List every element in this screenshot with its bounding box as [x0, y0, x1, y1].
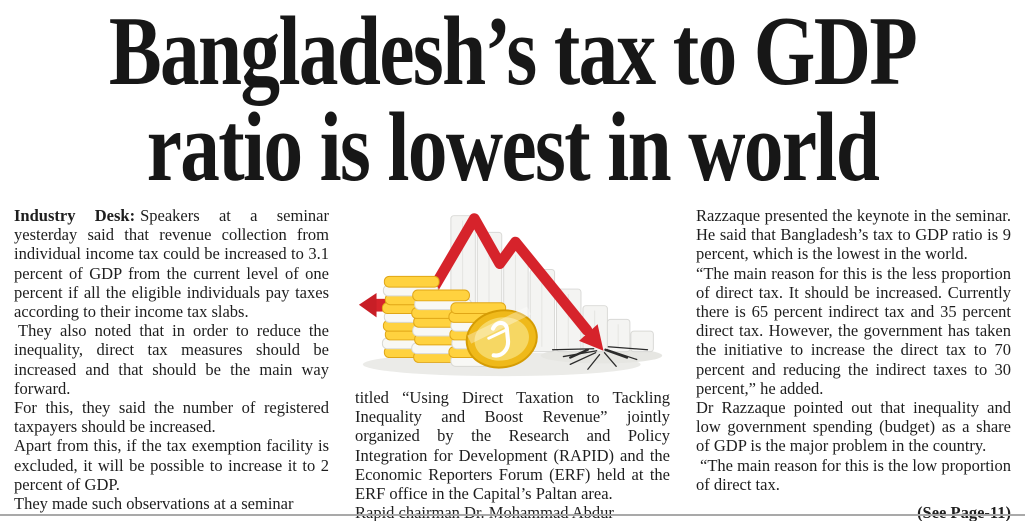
paragraph: Industry Desk: Speakers at a seminar yest…: [14, 206, 329, 321]
headline-line-2: ratio is lowest in world: [146, 93, 880, 202]
paragraph: “The main reason for this is the less pr…: [696, 263, 1011, 398]
paragraph: Razzaque presented the keynote in the se…: [696, 206, 1011, 264]
column-left: Industry Desk: Speakers at a seminar yest…: [14, 206, 329, 521]
paragraph-text: Speakers at a seminar yesterday said tha…: [14, 206, 329, 322]
taka-symbol: [487, 320, 511, 358]
article-body: Industry Desk: Speakers at a seminar yest…: [0, 196, 1025, 521]
column-right: Razzaque presented the keynote in the se…: [696, 206, 1011, 521]
tax-decline-illustration-svg: [358, 213, 663, 377]
paragraph: They made such observations at a seminar: [14, 494, 294, 514]
headline-line-1: Bangladesh’s tax to GDP: [108, 0, 918, 106]
red-decline-arrow-icon: [425, 213, 604, 351]
column-middle: titled “Using Direct Taxation to Tacklin…: [355, 206, 670, 521]
cracked-ground-icon: [551, 346, 649, 370]
paragraph: They also noted that in order to reduce …: [14, 321, 329, 398]
paragraph: Apart from this, if the tax exemption fa…: [14, 436, 329, 494]
paragraph: Dr Razzaque pointed out that inequality …: [696, 398, 1011, 456]
paragraph: Rapid chairman Dr. Mohammad Abdur: [355, 503, 614, 521]
byline-desk: Industry Desk:: [14, 206, 136, 225]
tax-decline-illustration: [355, 202, 670, 384]
see-page-reference: (See Page-11): [911, 503, 1011, 521]
paragraph: For this, they said the number of regist…: [14, 398, 329, 437]
bottom-divider: [0, 514, 1025, 516]
paragraph: titled “Using Direct Taxation to Tacklin…: [355, 387, 670, 503]
headline: Bangladesh’s tax to GDP ratio is lowest …: [0, 0, 1025, 202]
taka-coin-icon: [465, 306, 538, 369]
paragraph: “The main reason for this is the low pro…: [696, 455, 1011, 494]
